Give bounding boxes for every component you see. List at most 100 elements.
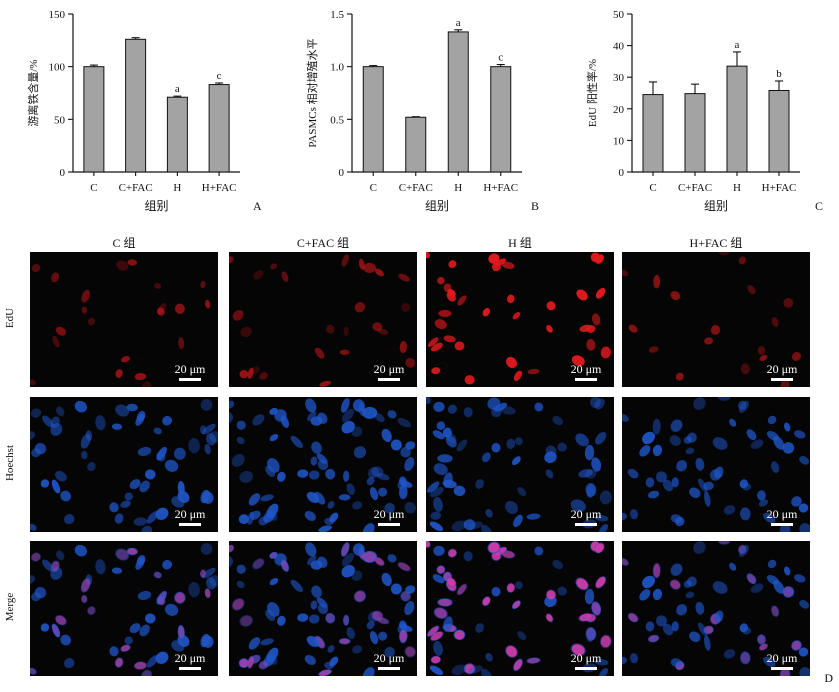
edu-nucleus xyxy=(229,256,234,263)
merge-nucleus xyxy=(482,597,491,606)
hoechst-nucleus xyxy=(325,468,336,480)
hoechst-nucleus xyxy=(514,437,523,446)
merge-nucleus xyxy=(546,614,553,622)
hoechst-nucleus xyxy=(366,620,375,630)
edu-nucleus xyxy=(718,252,730,256)
hoechst-nucleus xyxy=(714,466,724,479)
hoechst-nucleus xyxy=(594,398,605,410)
hoechst-nucleus xyxy=(771,461,780,473)
edu-nucleus xyxy=(354,302,366,313)
merge-nucleus xyxy=(81,595,88,603)
merge-nucleus xyxy=(401,591,411,601)
panel-a-xtick-label: H+FAC xyxy=(202,182,237,194)
hoechst-nucleus xyxy=(652,444,663,457)
hoechst-nucleus xyxy=(782,586,795,598)
hoechst-nucleus xyxy=(162,415,173,426)
panel-a-bar xyxy=(208,84,230,173)
edu-nucleus xyxy=(586,339,596,351)
hoechst-nucleus xyxy=(40,623,50,632)
panel-a-xtick-label: H xyxy=(173,182,181,194)
hoechst-nucleus xyxy=(670,658,683,668)
micrograph-edu-4: 20 μm xyxy=(622,252,810,387)
edu-nucleus xyxy=(628,324,638,333)
hoechst-nucleus xyxy=(346,483,355,496)
panel-a-ytick-label: 100 xyxy=(49,62,66,74)
hoechst-nucleus xyxy=(642,431,656,445)
hoechst-nucleus xyxy=(200,489,210,504)
hoechst-nucleus xyxy=(399,484,408,500)
hoechst-nucleus xyxy=(109,502,119,513)
hoechst-nucleus xyxy=(74,544,88,557)
merge-nucleus xyxy=(427,626,439,636)
hoechst-nucleus xyxy=(463,551,473,562)
hoechst-nucleus xyxy=(188,437,200,454)
panel-b-xtick-label: H xyxy=(454,182,462,194)
hoechst-nucleus xyxy=(387,410,397,419)
hoechst-nucleus xyxy=(689,487,701,498)
hoechst-nucleus xyxy=(353,446,367,459)
edu-nucleus xyxy=(491,262,501,272)
panel-c-xtick-label: H xyxy=(733,182,741,194)
scale-bar-line xyxy=(771,667,793,670)
hoechst-nucleus xyxy=(80,577,91,593)
hoechst-nucleus xyxy=(31,592,41,602)
scale-bar-label: 20 μm xyxy=(570,362,602,376)
hoechst-nucleus xyxy=(177,481,185,496)
merge-nucleus xyxy=(747,574,756,584)
hoechst-nucleus xyxy=(584,444,595,461)
micrograph-edu-1: 20 μm xyxy=(30,252,218,387)
edu-nucleus xyxy=(670,291,681,301)
hoechst-nucleus xyxy=(381,572,392,587)
hoechst-nucleus xyxy=(374,412,385,423)
edu-nucleus xyxy=(141,381,152,387)
hoechst-nucleus xyxy=(433,401,445,412)
edu-nucleus xyxy=(482,308,491,317)
scale-bar-label: 20 μm xyxy=(570,507,602,521)
merge-nucleus xyxy=(52,624,60,637)
hoechst-nucleus xyxy=(376,473,390,481)
edu-nucleus xyxy=(595,287,606,299)
merge-nucleus xyxy=(653,563,661,578)
merge-nucleus xyxy=(343,615,349,626)
merge-nucleus xyxy=(30,668,37,675)
hoechst-nucleus xyxy=(231,597,245,611)
hoechst-nucleus xyxy=(341,552,355,567)
hoechst-nucleus xyxy=(622,414,629,422)
micrograph-merge-1: 20 μm xyxy=(30,541,218,676)
scale-bar: 20 μm xyxy=(568,652,604,670)
nuclei-image xyxy=(30,543,218,676)
scale-bar: 20 μm xyxy=(371,652,407,670)
panel-a-xtick-label: C+FAC xyxy=(119,182,153,194)
nuclei-image xyxy=(426,252,611,385)
edu-nucleus xyxy=(372,322,383,332)
hoechst-nucleus xyxy=(456,439,468,452)
edu-nucleus xyxy=(134,373,147,381)
hoechst-nucleus xyxy=(526,513,541,520)
hoechst-nucleus xyxy=(695,457,705,471)
hoechst-nucleus xyxy=(341,421,355,434)
hoechst-nucleus xyxy=(793,574,806,583)
scale-bar-line xyxy=(179,667,201,670)
edu-nucleus xyxy=(434,319,447,330)
hoechst-nucleus xyxy=(188,581,200,598)
panel-a-letter: A xyxy=(253,199,262,213)
hoechst-nucleus xyxy=(30,575,35,584)
merge-nucleus xyxy=(579,613,592,622)
edu-nucleus xyxy=(430,342,443,352)
micrograph-merge-4: 20 μm xyxy=(622,541,810,676)
hoechst-nucleus xyxy=(487,397,501,410)
scale-bar: 20 μm xyxy=(172,652,208,670)
edu-nucleus xyxy=(343,326,349,337)
hoechst-nucleus xyxy=(712,437,728,450)
edu-nucleus xyxy=(127,259,138,266)
edu-nucleus xyxy=(232,309,244,321)
merge-nucleus xyxy=(281,560,289,571)
edu-nucleus xyxy=(740,363,750,375)
edu-nucleus xyxy=(546,325,553,333)
hoechst-nucleus xyxy=(512,456,521,466)
hoechst-nucleus xyxy=(639,445,651,457)
hoechst-nucleus xyxy=(269,578,279,586)
hoechst-nucleus xyxy=(798,503,809,513)
merge-nucleus xyxy=(426,541,431,548)
hoechst-nucleus xyxy=(115,404,130,417)
